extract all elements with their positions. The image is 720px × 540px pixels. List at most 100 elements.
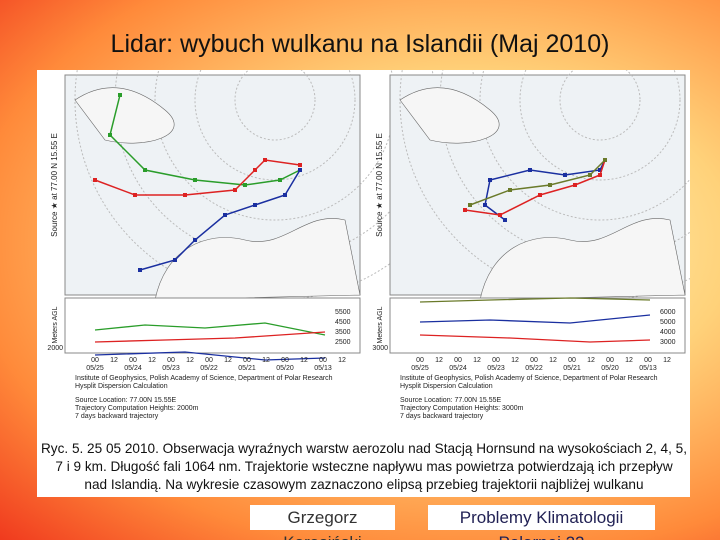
height-trajectory [419, 334, 651, 343]
time-label: 12 [338, 357, 346, 364]
date-label: 05/20 [601, 365, 619, 372]
time-label: 12 [549, 357, 557, 364]
height-label: 5000 [660, 319, 676, 326]
time-label: 12 [625, 357, 633, 364]
time-label: 00 [492, 357, 500, 364]
trajectory-point [298, 168, 302, 172]
land-outline [74, 87, 175, 144]
trajectory-point [488, 178, 492, 182]
trajectory-plot: Source ★ at 77.00 N 15.55 E Meters AGL 300… [372, 0, 720, 420]
date-label: 05/25 [86, 365, 104, 372]
trajectory-point [548, 183, 552, 187]
trajectory-point [298, 163, 302, 167]
trajectory-point [538, 193, 542, 197]
trajectory-plot: Source ★ at 77.00 N 15.55 E Meters AGL 200… [47, 0, 476, 420]
land-outline [399, 87, 500, 144]
source-label: Source ★ at 77.00 N 15.55 E [375, 133, 384, 237]
trajectory-point [133, 193, 137, 197]
date-label: 05/21 [563, 365, 581, 372]
time-label: 00 [205, 357, 213, 364]
trajectory-point [573, 183, 577, 187]
trajectory-point [108, 133, 112, 137]
trajectory-point [468, 203, 472, 207]
credit-line: 7 days backward trajectory [400, 413, 484, 420]
time-label: 00 [606, 357, 614, 364]
source-label: Source ★ at 77.00 N 15.55 E [50, 133, 59, 237]
height-label: 6000 [660, 309, 676, 316]
credit-line: Institute of Geophysics, Polish Academy … [75, 375, 333, 382]
credit-line: Trajectory Computation Heights: 3000m [400, 405, 524, 412]
trajectory-point [233, 188, 237, 192]
time-label: 12 [587, 357, 595, 364]
date-label: 05/13 [314, 365, 332, 372]
figure: Source ★ at 77.00 N 15.55 E Meters AGL 200… [47, 0, 720, 420]
credit-line: 7 days backward trajectory [75, 413, 159, 420]
trajectory-point [508, 188, 512, 192]
time-label: 00 [644, 357, 652, 364]
trajectory-point [563, 173, 567, 177]
time-label: 00 [454, 357, 462, 364]
time-label: 12 [435, 357, 443, 364]
date-label: 05/24 [449, 365, 467, 372]
map-grid [479, 0, 720, 221]
trajectory-point [143, 168, 147, 172]
time-label: 12 [110, 357, 118, 364]
date-label: 05/23 [487, 365, 505, 372]
time-label: 12 [473, 357, 481, 364]
axis-label: Meters AGL [377, 306, 384, 343]
credit-line: Institute of Geophysics, Polish Academy … [400, 375, 658, 382]
time-label: 12 [224, 357, 232, 364]
trajectory-point [193, 178, 197, 182]
time-label: 00 [416, 357, 424, 364]
time-label: 00 [319, 357, 327, 364]
trajectory [464, 159, 606, 216]
height-trajectory [419, 297, 651, 303]
date-label: 05/23 [162, 365, 180, 372]
time-label: 12 [186, 357, 194, 364]
trajectory-point [483, 203, 487, 207]
trajectory-point [173, 258, 177, 262]
trajectory-point [603, 158, 607, 162]
height-plot [389, 297, 686, 354]
time-label: 00 [91, 357, 99, 364]
date-label: 05/21 [238, 365, 256, 372]
start-height: 2000 [47, 345, 63, 352]
credit-line: Source Location: 77.00N 15.55E [400, 397, 502, 404]
trajectory-point [503, 218, 507, 222]
trajectory-point [278, 178, 282, 182]
time-label: 12 [663, 357, 671, 364]
date-label: 05/24 [124, 365, 142, 372]
caption: Ryc. 5. 25 05 2010. Obserwacja wyraźnych… [40, 440, 688, 494]
figure-panel: Source ★ at 77.00 N 15.55 E Meters AGL 200… [37, 0, 720, 497]
time-label: 12 [511, 357, 519, 364]
trajectory-point [498, 213, 502, 217]
trajectory-point [253, 168, 257, 172]
height-label: 5500 [335, 309, 351, 316]
caption-line: nad Islandią. Na wykresie czasowym zazna… [84, 477, 644, 492]
trajectory-point [138, 268, 142, 272]
land-outline [479, 218, 686, 301]
time-label: 00 [281, 357, 289, 364]
trajectory-point [183, 193, 187, 197]
trajectory-point [528, 168, 532, 172]
credit-line: Hysplit Dispersion Calculation [400, 383, 493, 390]
time-label: 00 [568, 357, 576, 364]
height-label: 4000 [660, 329, 676, 336]
height-label: 4500 [335, 319, 351, 326]
time-label: 12 [262, 357, 270, 364]
credit-line: Source Location: 77.00N 15.55E [75, 397, 177, 404]
time-label: 12 [300, 357, 308, 364]
trajectory-point [598, 168, 602, 172]
date-label: 05/25 [411, 365, 429, 372]
time-label: 00 [167, 357, 175, 364]
author: Grzegorz Karasiński [250, 505, 395, 540]
trajectory-point [118, 93, 122, 97]
caption-line: Ryc. 5. 25 05 2010. Obserwacja wyraźnych… [40, 441, 688, 456]
time-label: 00 [243, 357, 251, 364]
trajectory-point [93, 178, 97, 182]
trajectory-point [283, 193, 287, 197]
date-label: 05/20 [276, 365, 294, 372]
height-trajectory [94, 322, 326, 336]
footer: Problemy Klimatologii Polarnej 22 [428, 505, 655, 540]
